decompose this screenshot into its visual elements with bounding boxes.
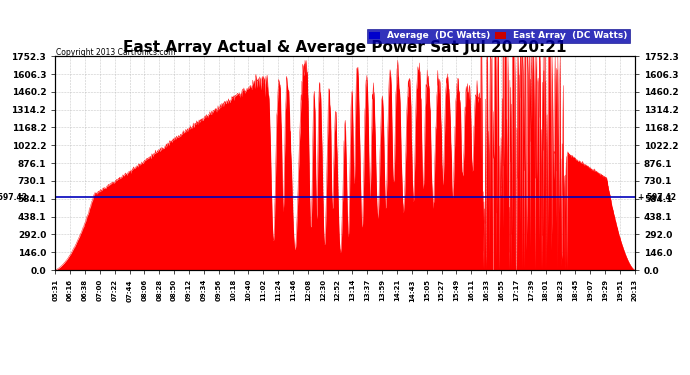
Text: Copyright 2013 Cartronics.com: Copyright 2013 Cartronics.com [56,48,175,57]
Legend: Average  (DC Watts), East Array  (DC Watts): Average (DC Watts), East Array (DC Watts… [366,29,630,43]
Text: + 597.42: + 597.42 [0,193,26,202]
Text: + 597.42: + 597.42 [638,193,676,202]
Title: East Array Actual & Average Power Sat Jul 20 20:21: East Array Actual & Average Power Sat Ju… [124,40,566,55]
